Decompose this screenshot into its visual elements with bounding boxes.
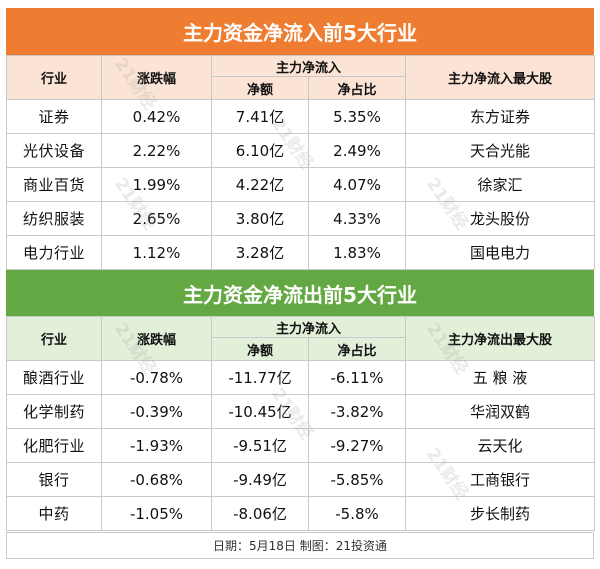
change-cell: 2.65% [101,201,212,236]
footer-caption: 日期：5月18日 制图：21投资通 [6,532,594,559]
industry-cell: 证券 [6,99,102,134]
industry-cell: 酿酒行业 [6,360,102,395]
table-row: 证券 0.42% 7.41亿 5.35% 东方证券 [6,99,596,134]
table-row: 纺织服装 2.65% 3.80亿 4.33% 龙头股份 [6,201,596,236]
table-row: 酿酒行业 -0.78% -11.77亿 -6.11% 五 粮 液 [6,360,596,395]
net-amount-cell: -9.51亿 [211,428,309,463]
table-row: 光伏设备 2.22% 6.10亿 2.49% 天合光能 [6,133,596,168]
change-cell: -0.78% [101,360,212,395]
top-stock-cell: 东方证券 [405,99,596,134]
industry-cell: 电力行业 [6,235,102,270]
top-stock-cell: 华润双鹤 [405,394,596,429]
industry-cell: 化肥行业 [6,428,102,463]
net-amount-cell: 3.28亿 [211,235,309,270]
top-stock-cell: 徐家汇 [405,167,596,202]
net-ratio-cell: -9.27% [307,428,407,463]
net-amount-cell: 3.80亿 [211,201,309,236]
top-stock-cell: 五 粮 液 [405,360,596,395]
change-cell: -1.93% [101,428,212,463]
table-row: 化学制药 -0.39% -10.45亿 -3.82% 华润双鹤 [6,394,596,429]
net-amount-cell: 6.10亿 [211,133,309,168]
change-cell: -0.68% [101,462,212,497]
net-amount-cell: 7.41亿 [211,99,309,134]
net-ratio-cell: -5.85% [307,462,407,497]
net-amount-cell: -9.49亿 [211,462,309,497]
table-row: 化肥行业 -1.93% -9.51亿 -9.27% 云天化 [6,428,596,463]
header-change: 涨跌幅 [101,316,212,361]
outflow-title: 主力资金净流出前5大行业 [183,282,417,307]
header-net-ratio: 净占比 [307,76,407,100]
table-row: 商业百货 1.99% 4.22亿 4.07% 徐家汇 [6,167,596,202]
net-amount-cell: -8.06亿 [211,496,309,531]
top-stock-cell: 步长制药 [405,496,596,531]
net-ratio-cell: 1.83% [307,235,407,270]
net-ratio-cell: -3.82% [307,394,407,429]
header-industry: 行业 [6,55,102,100]
header-top-stock: 主力净流入最大股 [405,55,596,100]
top-stock-cell: 天合光能 [405,133,596,168]
net-ratio-cell: 2.49% [307,133,407,168]
inflow-table: 行业 涨跌幅 主力净流入 主力净流入最大股 净额 净占比 证券 0.42% 7.… [6,55,596,270]
outflow-title-banner: 主力资金净流出前5大行业 [6,270,594,316]
change-cell: 2.22% [101,133,212,168]
net-amount-cell: 4.22亿 [211,167,309,202]
change-cell: -1.05% [101,496,212,531]
industry-cell: 商业百货 [6,167,102,202]
top-stock-cell: 工商银行 [405,462,596,497]
industry-cell: 化学制药 [6,394,102,429]
header-net-inflow-group: 主力净流入 [210,55,407,77]
footer-text: 日期：5月18日 制图：21投资通 [213,539,387,553]
table-row: 银行 -0.68% -9.49亿 -5.85% 工商银行 [6,462,596,497]
industry-cell: 纺织服装 [6,201,102,236]
header-top-stock: 主力净流出最大股 [405,316,596,361]
header-industry: 行业 [6,316,102,361]
net-ratio-cell: 4.07% [307,167,407,202]
net-ratio-cell: 5.35% [307,99,407,134]
change-cell: 1.99% [101,167,212,202]
top-stock-cell: 云天化 [405,428,596,463]
table-row: 电力行业 1.12% 3.28亿 1.83% 国电电力 [6,235,596,270]
change-cell: -0.39% [101,394,212,429]
outflow-table: 行业 涨跌幅 主力净流入 主力净流出最大股 净额 净占比 酿酒行业 -0.78%… [6,316,596,531]
top-stock-cell: 龙头股份 [405,201,596,236]
inflow-title: 主力资金净流入前5大行业 [183,21,417,45]
header-change: 涨跌幅 [101,55,212,100]
net-ratio-cell: -5.8% [307,496,407,531]
table-row: 中药 -1.05% -8.06亿 -5.8% 步长制药 [6,496,596,531]
industry-cell: 光伏设备 [6,133,102,168]
net-ratio-cell: 4.33% [307,201,407,236]
header-net-amount: 净额 [211,337,309,361]
net-amount-cell: -11.77亿 [211,360,309,395]
net-ratio-cell: -6.11% [307,360,407,395]
industry-cell: 银行 [6,462,102,497]
industry-cell: 中药 [6,496,102,531]
header-net-inflow-group: 主力净流入 [210,316,407,338]
inflow-title-banner: 主力资金净流入前5大行业 [6,8,594,55]
top-stock-cell: 国电电力 [405,235,596,270]
change-cell: 1.12% [101,235,212,270]
change-cell: 0.42% [101,99,212,134]
net-amount-cell: -10.45亿 [211,394,309,429]
header-net-ratio: 净占比 [307,337,407,361]
header-net-amount: 净额 [211,76,309,100]
